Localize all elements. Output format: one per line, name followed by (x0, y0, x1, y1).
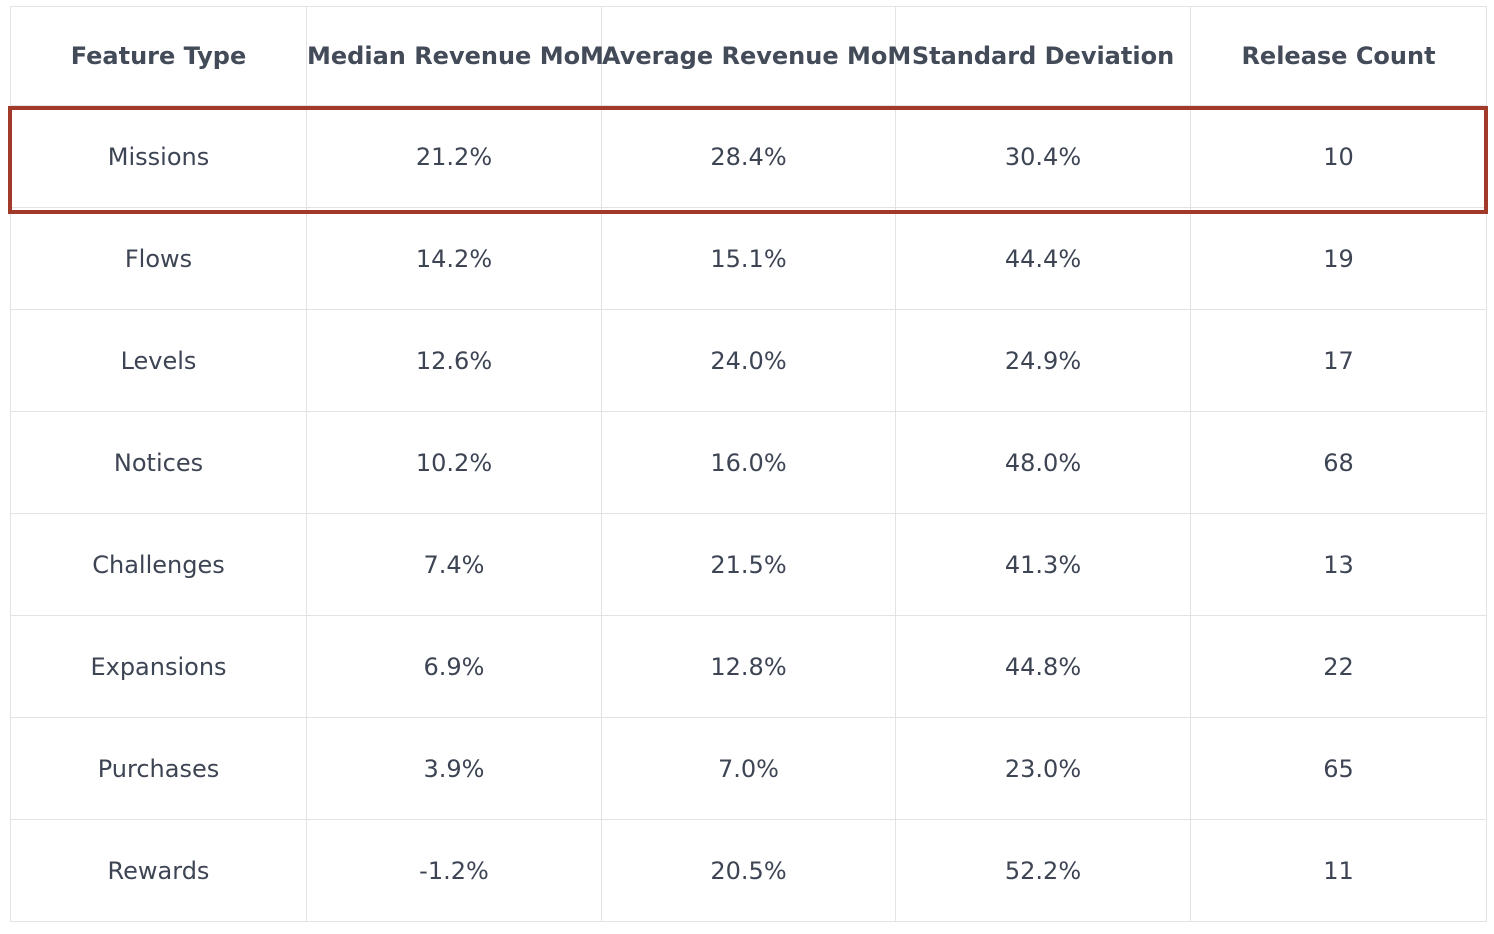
table-header: Feature Type Median Revenue MoM Average … (10, 6, 1487, 106)
cell-feature-type: Challenges (10, 513, 307, 616)
cell-feature-type: Flows (10, 207, 307, 310)
cell-average-revenue-mom: 12.8% (601, 615, 896, 718)
cell-average-revenue-mom: 15.1% (601, 207, 896, 310)
cell-standard-deviation: 48.0% (895, 411, 1191, 514)
cell-median-revenue-mom: -1.2% (306, 819, 602, 922)
cell-feature-type: Missions (10, 105, 307, 208)
column-header-median-revenue-mom: Median Revenue MoM (306, 6, 604, 106)
cell-feature-type: Expansions (10, 615, 307, 718)
cell-median-revenue-mom: 6.9% (306, 615, 602, 718)
column-header-standard-deviation: Standard Deviation (895, 6, 1191, 106)
cell-release-count: 65 (1190, 717, 1487, 820)
cell-median-revenue-mom: 12.6% (306, 309, 602, 412)
cell-median-revenue-mom: 10.2% (306, 411, 602, 514)
cell-release-count: 68 (1190, 411, 1487, 514)
table-row: Missions 21.2% 28.4% 30.4% 10 (10, 105, 1487, 208)
cell-release-count: 13 (1190, 513, 1487, 616)
table-row: Challenges 7.4% 21.5% 41.3% 13 (10, 513, 1487, 616)
cell-release-count: 17 (1190, 309, 1487, 412)
cell-standard-deviation: 41.3% (895, 513, 1191, 616)
header-row: Feature Type Median Revenue MoM Average … (10, 6, 1487, 106)
cell-average-revenue-mom: 16.0% (601, 411, 896, 514)
table-row: Flows 14.2% 15.1% 44.4% 19 (10, 207, 1487, 310)
cell-release-count: 22 (1190, 615, 1487, 718)
feature-revenue-table: Feature Type Median Revenue MoM Average … (10, 6, 1487, 922)
column-header-feature-type: Feature Type (10, 6, 307, 106)
cell-standard-deviation: 44.8% (895, 615, 1191, 718)
cell-standard-deviation: 24.9% (895, 309, 1191, 412)
cell-average-revenue-mom: 20.5% (601, 819, 896, 922)
cell-standard-deviation: 52.2% (895, 819, 1191, 922)
cell-release-count: 11 (1190, 819, 1487, 922)
cell-standard-deviation: 23.0% (895, 717, 1191, 820)
cell-average-revenue-mom: 24.0% (601, 309, 896, 412)
cell-standard-deviation: 30.4% (895, 105, 1191, 208)
cell-feature-type: Purchases (10, 717, 307, 820)
column-header-release-count: Release Count (1190, 6, 1487, 106)
table-body: Missions 21.2% 28.4% 30.4% 10 Flows 14.2… (10, 105, 1487, 922)
cell-release-count: 10 (1190, 105, 1487, 208)
cell-feature-type: Notices (10, 411, 307, 514)
cell-feature-type: Rewards (10, 819, 307, 922)
column-header-average-revenue-mom: Average Revenue MoM (601, 6, 911, 106)
cell-feature-type: Levels (10, 309, 307, 412)
cell-average-revenue-mom: 28.4% (601, 105, 896, 208)
cell-standard-deviation: 44.4% (895, 207, 1191, 310)
table-row: Rewards -1.2% 20.5% 52.2% 11 (10, 819, 1487, 922)
cell-median-revenue-mom: 3.9% (306, 717, 602, 820)
table-row: Expansions 6.9% 12.8% 44.8% 22 (10, 615, 1487, 718)
cell-average-revenue-mom: 21.5% (601, 513, 896, 616)
cell-release-count: 19 (1190, 207, 1487, 310)
cell-median-revenue-mom: 7.4% (306, 513, 602, 616)
cell-median-revenue-mom: 14.2% (306, 207, 602, 310)
cell-average-revenue-mom: 7.0% (601, 717, 896, 820)
cell-median-revenue-mom: 21.2% (306, 105, 602, 208)
table-row: Purchases 3.9% 7.0% 23.0% 65 (10, 717, 1487, 820)
table-row: Levels 12.6% 24.0% 24.9% 17 (10, 309, 1487, 412)
data-table-container: Feature Type Median Revenue MoM Average … (10, 6, 1487, 922)
table-row: Notices 10.2% 16.0% 48.0% 68 (10, 411, 1487, 514)
